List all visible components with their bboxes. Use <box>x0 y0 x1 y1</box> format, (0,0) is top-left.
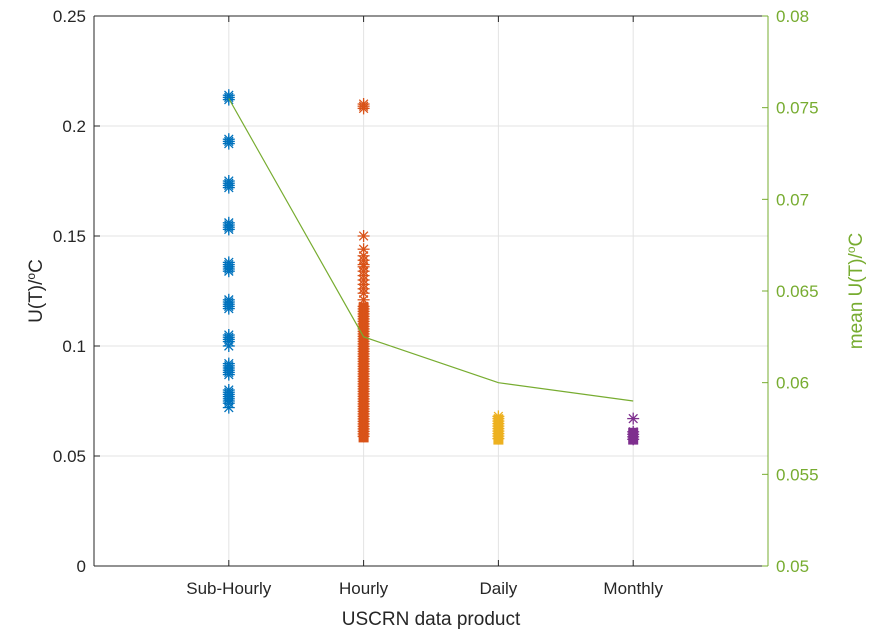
data-point <box>222 175 235 187</box>
y-tick-label-left: 0.1 <box>62 337 86 356</box>
y-tick-label-left: 0 <box>77 557 86 576</box>
data-point <box>492 432 505 445</box>
x-axis-label: USCRN data product <box>342 609 521 630</box>
y-tick-label-left: 0.05 <box>53 447 86 466</box>
data-point <box>357 98 370 110</box>
axes: 0 0.05 0.1 0.15 0.2 0.25 0.05 0.055 0.06 0.065 0.0… <box>53 7 819 598</box>
data-point <box>222 293 235 306</box>
y-tick-label-right: 0.055 <box>776 465 819 484</box>
x-tick-label: Sub-Hourly <box>186 579 272 598</box>
data-point <box>357 243 370 256</box>
data-point <box>357 430 370 443</box>
y-tick-label-left: 0.25 <box>53 7 86 26</box>
y-tick-label-right: 0.065 <box>776 282 819 301</box>
x-tick-label: Daily <box>480 579 518 598</box>
plot-background <box>94 16 768 566</box>
data-point <box>222 133 235 146</box>
mean-line-series <box>228 98 634 402</box>
y-tick-label-right: 0.075 <box>776 99 819 118</box>
y-axis-label-left: U(T)/oC <box>24 259 47 323</box>
y-tick-label-right: 0.08 <box>776 7 809 26</box>
data-marks <box>222 89 640 446</box>
y-tick-label-right: 0.07 <box>776 190 809 209</box>
y-tick-label-left: 0.2 <box>62 117 86 136</box>
y-axis-label-right: mean U(T)/oC <box>844 233 867 350</box>
data-point <box>492 410 505 423</box>
data-point <box>627 412 640 425</box>
x-tick-label: Hourly <box>339 579 389 598</box>
data-point <box>627 433 640 446</box>
data-point <box>222 256 235 269</box>
data-point <box>222 329 235 341</box>
y-tick-label-right: 0.06 <box>776 374 809 393</box>
y-tick-label-right: 0.05 <box>776 557 809 576</box>
data-point <box>222 216 235 229</box>
mean-line <box>228 98 634 402</box>
y-tick-label-left: 0.15 <box>53 227 86 246</box>
data-point <box>222 357 235 370</box>
data-point <box>222 384 235 396</box>
x-tick-label: Monthly <box>603 579 663 598</box>
data-point <box>357 230 370 242</box>
